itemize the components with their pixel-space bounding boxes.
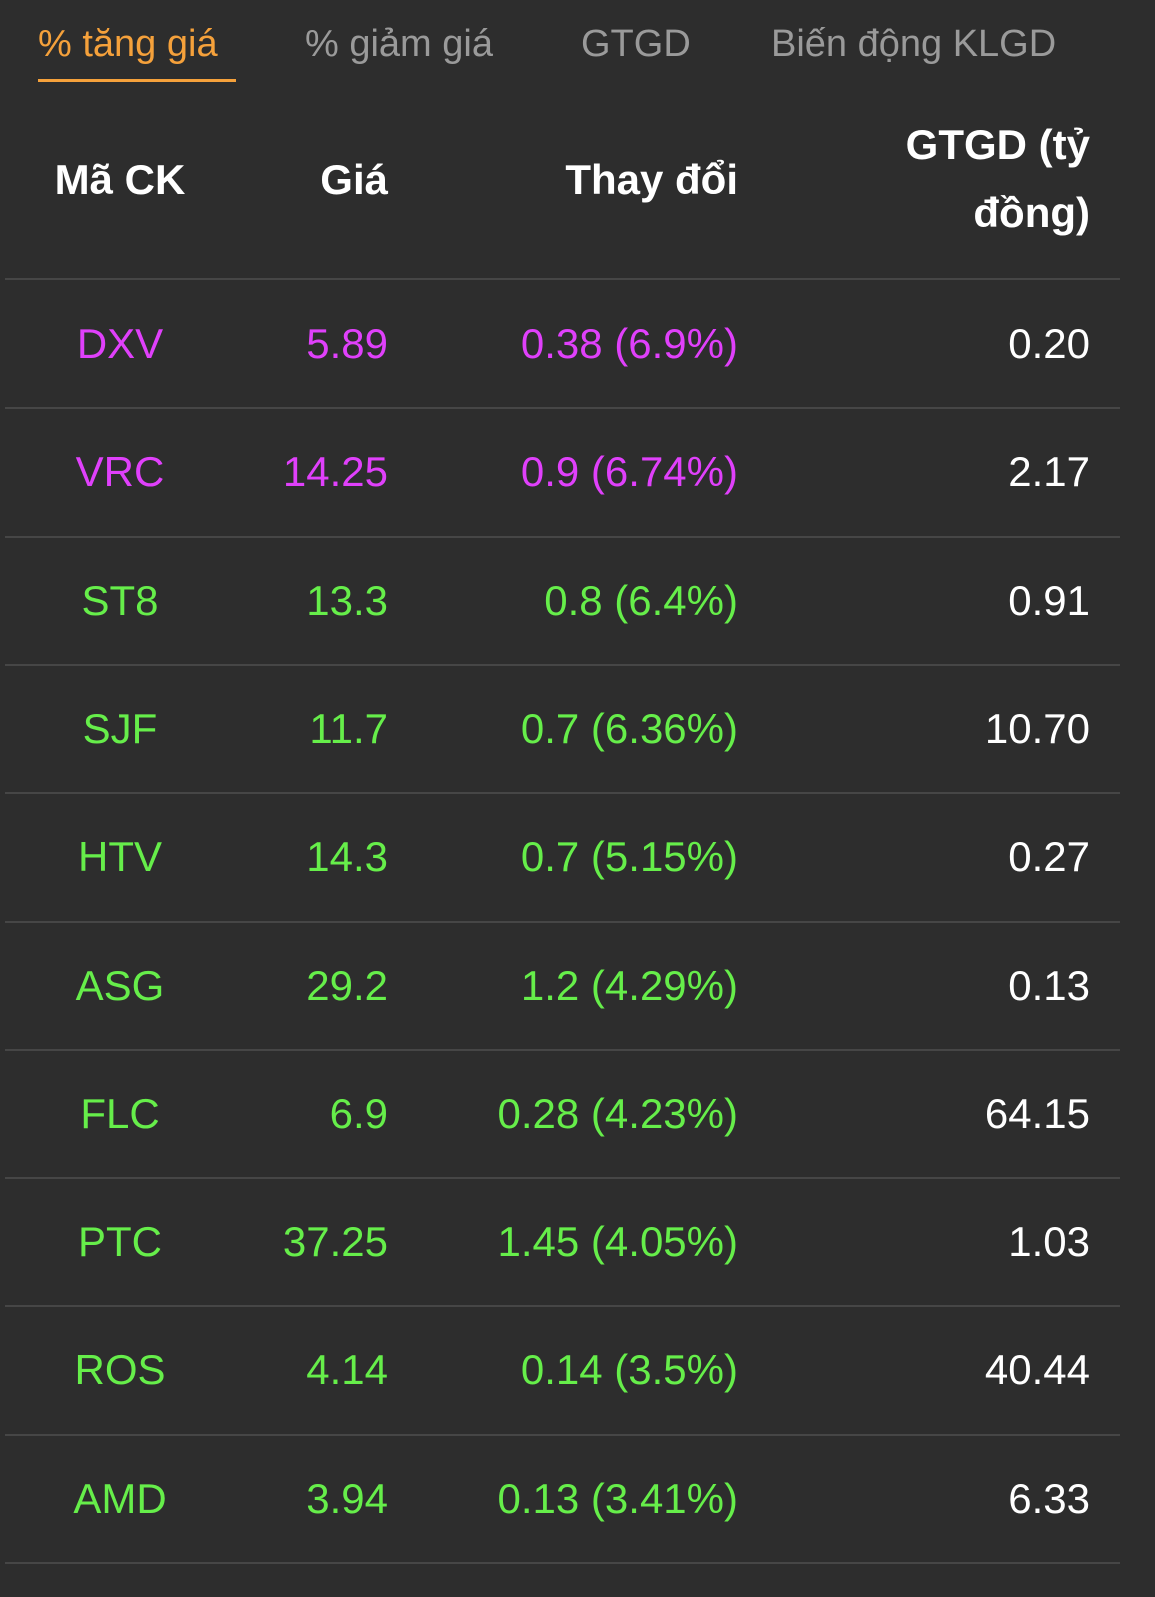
table-row[interactable]: SJF 11.7 0.7 (6.36%) 10.70 xyxy=(0,665,1155,793)
stock-trading-value: 0.20 xyxy=(1008,320,1090,367)
stock-trading-value: 0.27 xyxy=(1008,833,1090,881)
stock-price: 6.9 xyxy=(329,1089,388,1137)
stock-price: 13.3 xyxy=(306,576,388,624)
stock-price: 11.7 xyxy=(309,704,388,752)
row-divider xyxy=(5,1048,1120,1051)
stock-price: 4.14 xyxy=(306,1346,388,1394)
table-row[interactable]: AMD 3.94 0.13 (3.41%) 6.33 xyxy=(0,1435,1155,1563)
stock-price: 37.25 xyxy=(282,1218,388,1266)
stock-trading-value: 2.17 xyxy=(1008,448,1090,496)
stock-trading-value: 6.33 xyxy=(1008,1474,1090,1522)
table-row[interactable]: ASG 29.2 1.2 (4.29%) 0.13 xyxy=(0,922,1155,1050)
row-divider xyxy=(5,663,1120,666)
stock-change: 0.8 (6.4%) xyxy=(544,576,738,624)
table-row[interactable]: FLC 6.9 0.28 (4.23%) 64.15 xyxy=(0,1050,1155,1178)
stock-code: SJF xyxy=(82,704,158,752)
stock-change: 0.7 (5.15%) xyxy=(520,833,738,881)
column-header-value-line1: GTGD (tỷ xyxy=(905,121,1090,168)
tab-volume-change[interactable]: Biến động KLGD xyxy=(771,23,1057,65)
tab-trading-value[interactable]: GTGD xyxy=(581,23,691,65)
column-header-code: Mã CK xyxy=(54,156,186,203)
tab-percent-decrease[interactable]: % giảm giá xyxy=(305,23,493,65)
stock-code: HTV xyxy=(78,833,162,881)
stock-change: 0.38 (6.9%) xyxy=(520,320,738,367)
column-header-change: Thay đổi xyxy=(565,156,738,203)
table-row[interactable]: DXV 5.89 0.38 (6.9%) 0.20 xyxy=(0,280,1155,408)
stock-price: 14.25 xyxy=(282,448,388,496)
stock-trading-value: 64.15 xyxy=(984,1089,1090,1137)
stock-price: 29.2 xyxy=(306,961,388,1009)
stock-code: DXV xyxy=(76,320,164,367)
stock-code: FLC xyxy=(80,1089,160,1137)
stock-trading-value: 0.91 xyxy=(1008,576,1090,624)
table-row[interactable]: ST8 13.3 0.8 (6.4%) 0.91 xyxy=(0,537,1155,665)
column-header-price: Giá xyxy=(320,156,388,203)
tab-bar: % tăng giá % giảm giá GTGD Biến động KLG… xyxy=(0,0,1155,100)
stock-change: 0.28 (4.23%) xyxy=(497,1089,738,1137)
table-row[interactable]: VRC 14.25 0.9 (6.74%) 2.17 xyxy=(0,408,1155,536)
stock-price: 14.3 xyxy=(306,833,388,881)
header-divider xyxy=(5,278,1120,280)
stock-change: 1.2 (4.29%) xyxy=(520,961,738,1009)
stock-trading-value: 10.70 xyxy=(984,704,1090,752)
stock-change: 0.13 (3.41%) xyxy=(497,1474,738,1522)
row-divider xyxy=(5,407,1120,410)
stock-code: ST8 xyxy=(81,576,159,624)
row-divider xyxy=(5,1562,1120,1564)
row-divider xyxy=(5,792,1120,795)
stock-change: 0.7 (6.36%) xyxy=(520,704,738,752)
stock-trading-value: 1.03 xyxy=(1008,1218,1090,1266)
table-row[interactable]: HTV 14.3 0.7 (5.15%) 0.27 xyxy=(0,793,1155,921)
active-tab-indicator xyxy=(38,79,236,82)
stock-code: PTC xyxy=(78,1218,162,1266)
stock-code: ASG xyxy=(75,961,165,1009)
table-row[interactable]: PTC 37.25 1.45 (4.05%) 1.03 xyxy=(0,1178,1155,1306)
stock-code: VRC xyxy=(75,448,165,496)
column-header-value-line2: đồng) xyxy=(973,189,1090,236)
stock-trading-value: 40.44 xyxy=(984,1346,1090,1394)
stock-trading-value: 0.13 xyxy=(1008,961,1090,1009)
stock-change: 0.9 (6.74%) xyxy=(520,448,738,496)
stock-price: 3.94 xyxy=(306,1474,388,1522)
table-row[interactable]: ROS 4.14 0.14 (3.5%) 40.44 xyxy=(0,1306,1155,1434)
row-divider xyxy=(5,535,1120,538)
row-divider xyxy=(5,1433,1120,1436)
row-divider xyxy=(5,920,1120,923)
table-header: Mã CK Giá Thay đổi GTGD (tỷ đồng) xyxy=(0,100,1155,280)
stock-price: 5.89 xyxy=(306,320,388,367)
row-divider xyxy=(5,1305,1120,1308)
row-divider xyxy=(5,1177,1120,1180)
stock-change: 1.45 (4.05%) xyxy=(497,1218,738,1266)
stock-code: ROS xyxy=(74,1346,166,1394)
stock-code: AMD xyxy=(73,1474,167,1522)
tab-percent-increase[interactable]: % tăng giá xyxy=(38,23,218,65)
stock-change: 0.14 (3.5%) xyxy=(520,1346,738,1394)
